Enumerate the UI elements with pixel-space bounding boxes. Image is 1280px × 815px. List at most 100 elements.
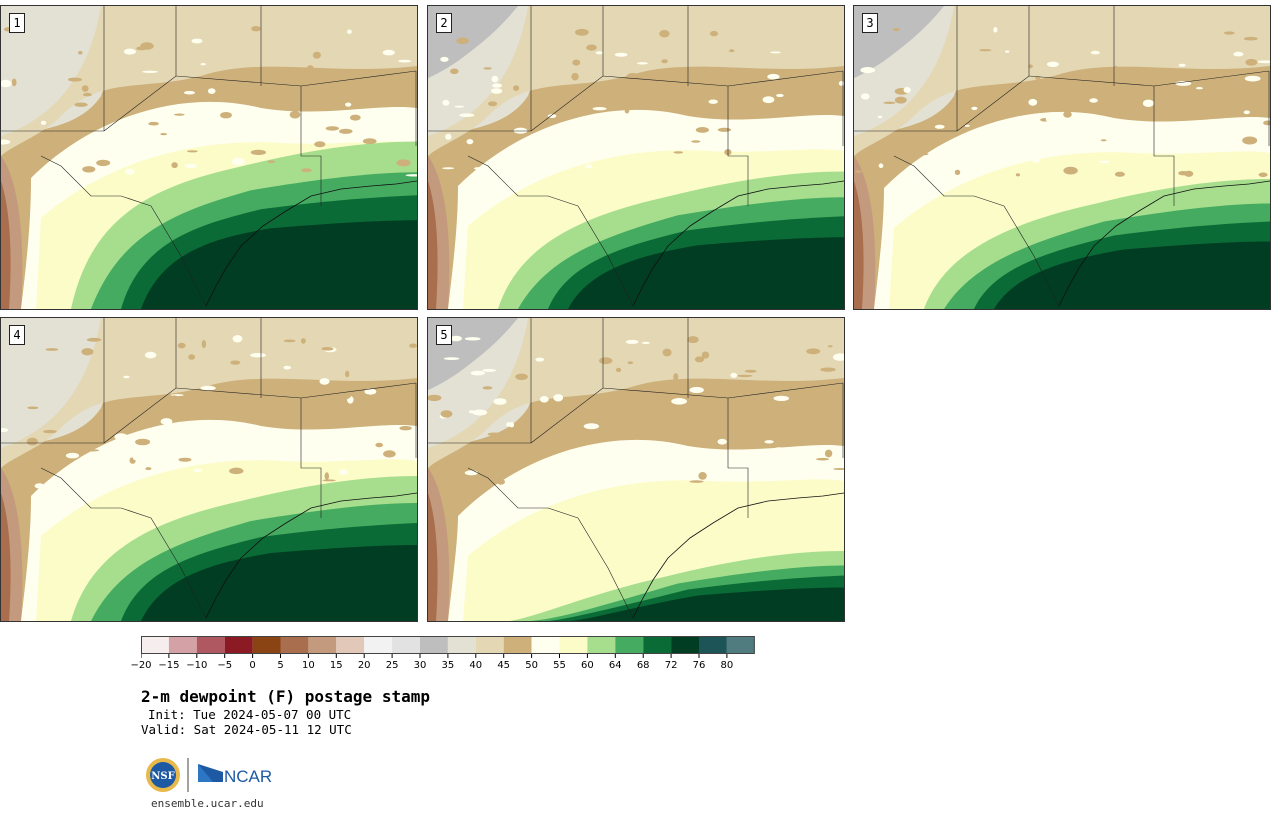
state-borders [1, 318, 417, 619]
member-panel-4[interactable]: 4 [0, 317, 418, 622]
colorbar-swatch [364, 636, 393, 654]
dewpoint-speckle [232, 157, 245, 166]
dewpoint-speckle [319, 378, 330, 385]
member-panel-3[interactable]: 3 [853, 5, 1271, 310]
dewpoint-speckle [232, 335, 243, 343]
dewpoint-speckle [1028, 64, 1033, 69]
dewpoint-speckle [595, 51, 603, 55]
dewpoint-contour [141, 220, 417, 309]
member-panel-2[interactable]: 2 [427, 5, 845, 310]
state-borders [1, 6, 417, 307]
dewpoint-speckle [662, 348, 672, 357]
colorbar-tick-label: 68 [636, 660, 650, 671]
dewpoint-speckle [695, 127, 709, 133]
dewpoint-speckle [325, 126, 339, 131]
dewpoint-speckle [649, 125, 657, 130]
dewpoint-speckle [472, 409, 488, 416]
dewpoint-speckle [659, 30, 670, 38]
member-panel-5[interactable]: 5 [427, 317, 845, 622]
dewpoint-speckle [592, 107, 607, 111]
dewpoint-speckle [428, 394, 442, 402]
colorbar-tick-label: 0 [249, 660, 256, 671]
dewpoint-speckle [730, 372, 738, 378]
dewpoint-speckle [82, 166, 96, 173]
dewpoint-speckle [26, 437, 38, 446]
colorbar-swatch [587, 636, 616, 654]
dewpoint-speckle [744, 369, 757, 373]
dewpoint-speckle [571, 72, 579, 81]
site-url[interactable]: ensemble.ucar.edu [151, 797, 264, 810]
dewpoint-speckle [513, 85, 520, 91]
dewpoint-speckle [307, 65, 314, 71]
dewpoint-speckle [289, 110, 301, 119]
dewpoint-speckle [61, 160, 68, 163]
dewpoint-speckle [751, 102, 758, 107]
dewpoint-speckle [86, 337, 102, 342]
dewpoint-speckle [132, 452, 139, 461]
colorbar-tick-label: 30 [413, 660, 427, 671]
dewpoint-contour [1, 6, 417, 156]
dewpoint-speckle [1178, 63, 1186, 67]
dewpoint-speckle [515, 373, 528, 380]
member-panel-1[interactable]: 1 [0, 5, 418, 310]
dewpoint-speckle [1263, 120, 1270, 126]
dewpoint-speckle [74, 102, 88, 107]
dewpoint-speckle [140, 42, 154, 50]
dewpoint-speckle [767, 73, 780, 80]
dewpoint-speckle [160, 418, 173, 425]
dewpoint-speckle [464, 337, 481, 341]
dewpoint-speckle [1114, 171, 1125, 177]
dewpoint-speckle [321, 347, 334, 351]
dewpoint-speckle [492, 83, 502, 88]
dewpoint-speckle [440, 410, 453, 418]
coastline [205, 492, 417, 619]
dewpoint-speckle [25, 458, 41, 467]
dewpoint-speckle [1063, 111, 1072, 118]
colorbar-tick-label: 64 [608, 660, 622, 671]
dewpoint-speckle [148, 121, 159, 126]
state-borders [428, 318, 844, 619]
member-label: 4 [9, 325, 25, 345]
dewpoint-speckle [678, 452, 692, 458]
dewpoint-speckle [1244, 75, 1261, 82]
dewpoint-speckle [625, 339, 639, 344]
dewpoint-speckle [473, 167, 483, 170]
dewpoint-speckle [1028, 98, 1038, 106]
dewpoint-contour [1, 181, 11, 309]
dewpoint-speckle [924, 156, 938, 164]
colorbar-swatch [643, 636, 672, 654]
dewpoint-speckle [586, 44, 597, 51]
dewpoint-speckle [186, 150, 198, 153]
dewpoint-speckle [1005, 50, 1010, 53]
dewpoint-speckle [482, 368, 496, 372]
state-borders [428, 6, 844, 307]
colorbar-swatch [280, 636, 309, 654]
dewpoint-speckle [860, 67, 875, 74]
dewpoint-contour [568, 587, 844, 621]
colorbar-tick-label: 10 [302, 660, 315, 671]
dewpoint-speckle [78, 51, 83, 55]
dewpoint-speckle [68, 77, 82, 82]
dewpoint-speckle [820, 367, 836, 372]
dewpoint-speckle [892, 27, 900, 32]
dewpoint-speckle [641, 341, 650, 344]
dewpoint-speckle [539, 396, 549, 403]
dewpoint-speckle [698, 472, 707, 480]
dewpoint-speckle [114, 433, 128, 441]
dewpoint-speckle [1, 79, 12, 88]
dewpoint-speckle [878, 163, 884, 168]
colorbar-swatch [671, 636, 699, 654]
dewpoint-speckle [1243, 110, 1250, 115]
colorbar-tick-label: 40 [469, 660, 483, 671]
dewpoint-speckle [34, 483, 45, 489]
dewpoint-speckle [488, 101, 498, 107]
dewpoint-contour [428, 318, 844, 468]
coastline [205, 180, 417, 307]
colorbar-tick-label: −15 [158, 660, 180, 671]
dewpoint-speckle [1258, 172, 1268, 178]
dewpoint-speckle [661, 59, 668, 64]
dewpoint-speckle [934, 124, 945, 129]
dewpoint-speckle [303, 129, 312, 132]
dewpoint-speckle [993, 27, 998, 33]
dewpoint-speckle [1152, 76, 1160, 82]
